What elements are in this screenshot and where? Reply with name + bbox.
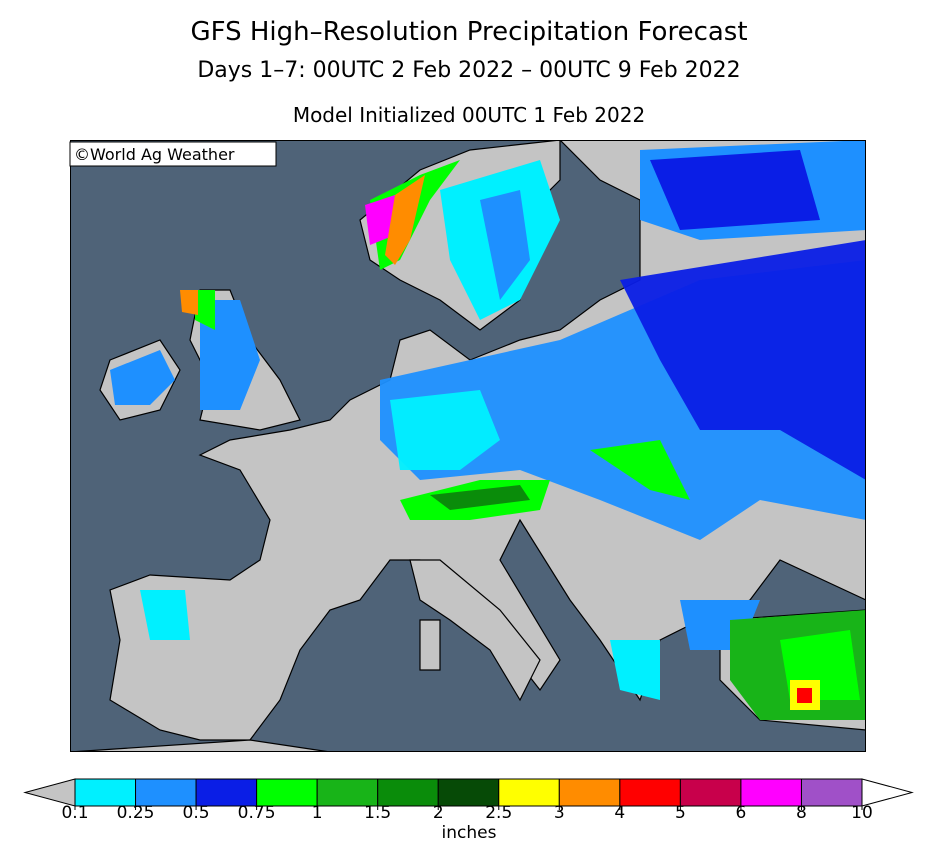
colorbar-tick-label: 4: [614, 803, 625, 823]
colorbar-tick-label: 6: [736, 803, 747, 823]
colorbar-bin: [437, 778, 500, 807]
colorbar-bin: [498, 778, 560, 807]
colorbar-tick-label: 2.5: [485, 803, 512, 823]
colorbar-tick-label: 0.1: [61, 803, 88, 823]
colorbar-tick-label: 1.5: [364, 803, 391, 823]
colorbar-bin: [619, 778, 681, 807]
title: GFS High–Resolution Precipitation Foreca…: [190, 17, 747, 47]
colorbar-tick-label: 0.5: [183, 803, 210, 823]
colorbar-bin: [679, 778, 742, 807]
subtitle: Days 1–7: 00UTC 2 Feb 2022 – 00UTC 9 Feb…: [197, 58, 740, 83]
init-time: Model Initialized 00UTC 1 Feb 2022: [293, 103, 645, 127]
colorbar-bin: [195, 778, 258, 807]
colorbar-tick-label: 5: [675, 803, 686, 823]
colorbar-tick-label: 8: [796, 803, 807, 823]
colorbar-under: [23, 778, 76, 807]
colorbar-bin: [316, 778, 379, 807]
map: ©World Ag Weather: [69, 140, 866, 752]
colorbar-bin: [740, 778, 802, 807]
colorbar-bin: [800, 778, 863, 807]
colorbar-bin: [377, 778, 439, 807]
colorbar-tick-label: 3: [554, 803, 565, 823]
colorbar-bin: [558, 778, 621, 807]
colorbar-tick-label: 2: [433, 803, 444, 823]
colorbar-unit: inches: [442, 823, 497, 843]
colorbar-tick-label: 1: [312, 803, 323, 823]
colorbar-tick-label: 0.25: [117, 803, 155, 823]
colorbar-tick-label: 10: [851, 803, 873, 823]
watermark: ©World Ag Weather: [74, 145, 235, 164]
colorbar-bin: [256, 778, 318, 807]
colorbar-bin: [74, 778, 137, 807]
colorbar-over: [861, 778, 914, 807]
colorbar: 0.1 0.25 0.5 0.75 1 1.5 2 2.5 3 4 5 6 8 10: [23, 778, 914, 823]
colorbar-tick-label: 0.75: [238, 803, 276, 823]
colorbar-bin: [135, 778, 197, 807]
